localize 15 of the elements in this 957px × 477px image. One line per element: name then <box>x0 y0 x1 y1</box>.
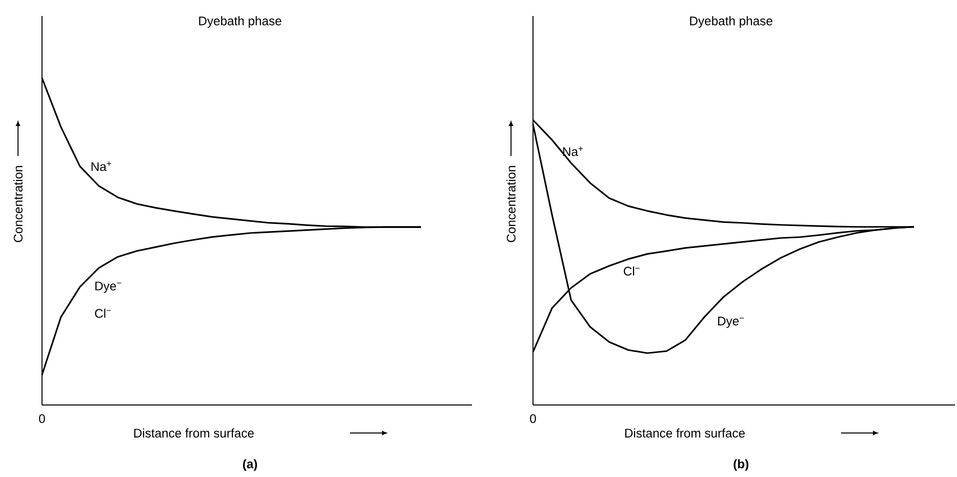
text: 0 <box>530 414 536 424</box>
text: (b) <box>734 459 748 471</box>
series-label: Na$^{+}$ <box>92 162 112 172</box>
y-axis-title: Concentration <box>506 166 516 242</box>
series-label: Cl$^{−}$ <box>624 266 640 276</box>
annotation: Cl$^{−}$ <box>94 308 111 318</box>
series-label: Dye$^{−}$ <box>718 316 744 328</box>
y-axis-title: Concentration <box>13 166 23 242</box>
x-axis-title: Distance from surface <box>625 428 745 438</box>
text: (a) <box>243 459 257 471</box>
x-axis-title: Distance from surface <box>134 428 254 438</box>
text: 0 <box>39 414 45 424</box>
series-label: Dye$^{−}$ <box>95 282 122 293</box>
chart-title: Dyebath phase <box>690 16 772 28</box>
chart-title: Dyebath phase <box>199 16 282 28</box>
